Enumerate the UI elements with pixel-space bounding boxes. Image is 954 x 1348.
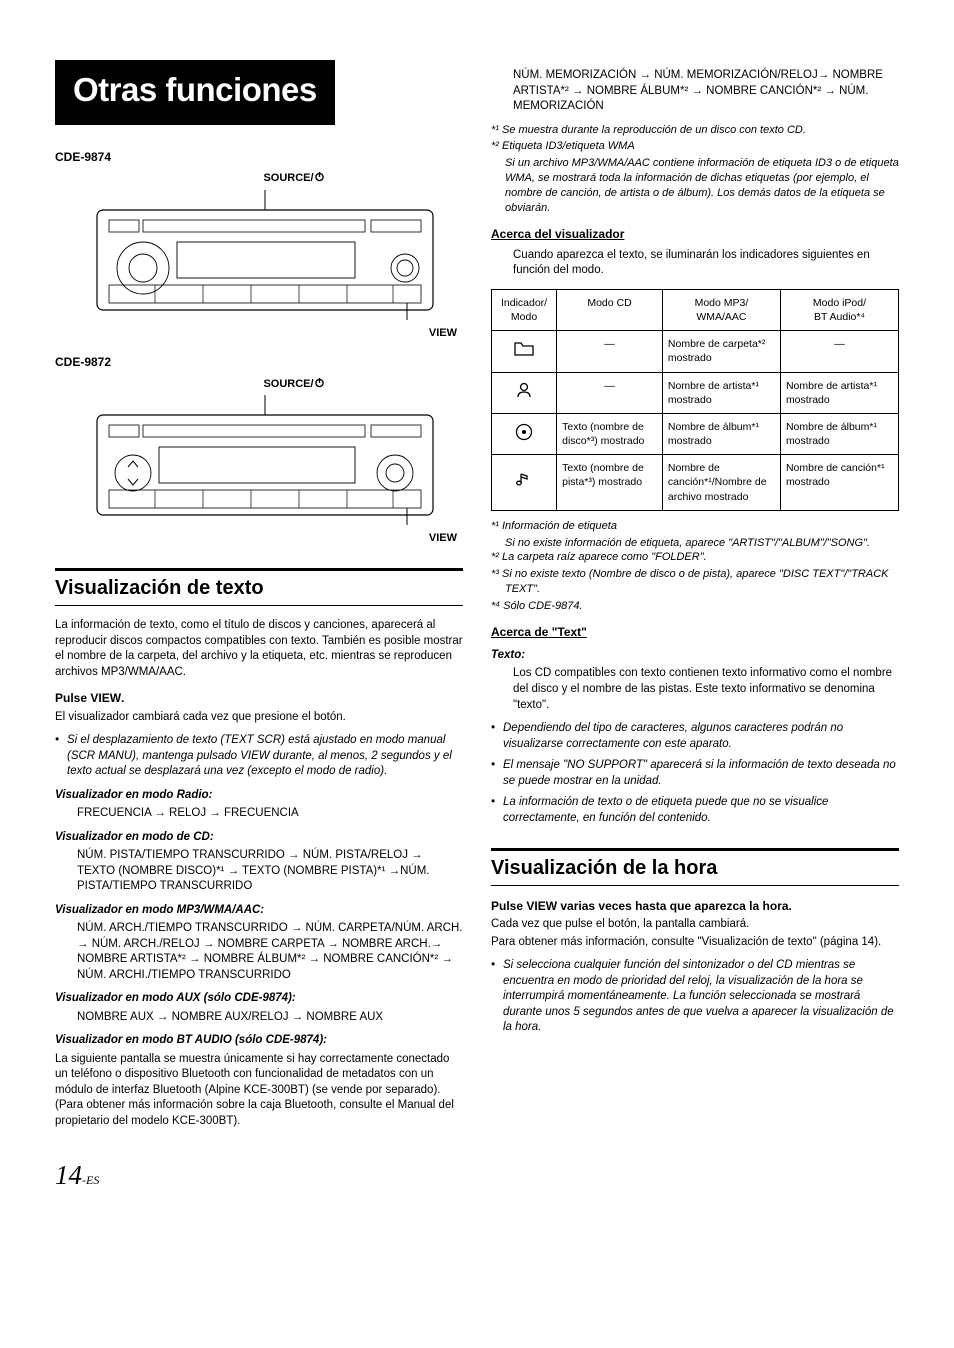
r2c4: Nombre de artista*¹ mostrado (780, 372, 898, 413)
text-bullet-2: El mensaje "NO SUPPORT" aparecerá si la … (491, 758, 899, 789)
source-label-1: SOURCE/ (263, 172, 313, 184)
footnote-1a: *¹ Se muestra durante la reproducción de… (491, 123, 899, 138)
sec2-p1: Cada vez que pulse el botón, la pantalla… (491, 917, 899, 933)
mode-cd-heading: Visualizador en modo de CD: (55, 830, 463, 846)
page-title-banner: Otras funciones (55, 60, 335, 125)
mode-bt-desc: La siguiente pantalla se muestra únicame… (55, 1052, 463, 1130)
mode-radio-heading: Visualizador en modo Radio: (55, 788, 463, 804)
text-bullet-1: Dependiendo del tipo de caracteres, algu… (491, 721, 899, 752)
mode-mp3-seq: NÚM. ARCH./TIEMPO TRANSCURRIDO → NÚM. CA… (55, 921, 463, 983)
acerca-text-heading: Acerca de "Text" (491, 624, 899, 640)
radio-illustration-1 (95, 190, 435, 320)
sec2-p2: Para obtener más información, consulte "… (491, 935, 899, 951)
text-bullets: Dependiendo del tipo de caracteres, algu… (491, 721, 899, 826)
folder-icon (492, 331, 557, 372)
footnote-2a-body: Si no existe información de etiqueta, ap… (491, 536, 899, 551)
r2c2: — (557, 372, 663, 413)
pulse-view-2-heading: Pulse VIEW varias veces hasta que aparez… (491, 898, 899, 914)
mode-bt-heading: Visualizador en modo BT AUDIO (sólo CDE-… (55, 1033, 463, 1049)
artist-icon (492, 372, 557, 413)
acerca-visualizador-heading: Acerca del visualizador (491, 226, 899, 242)
footnote-1b-body: Si un archivo MP3/WMA/AAC contiene infor… (491, 156, 899, 215)
bullet-list-1: Si el desplazamiento de texto (TEXT SCR)… (55, 733, 463, 780)
mode-aux-heading: Visualizador en modo AUX (sólo CDE-9874)… (55, 991, 463, 1007)
sec2-bullets: Si selecciona cualquier función del sint… (491, 958, 899, 1036)
r4c2: Texto (nombre de pista*³) mostrado (557, 455, 663, 511)
radio-1-block: SOURCE/ VIEW (55, 171, 463, 341)
mode-aux-seq: NOMBRE AUX → NOMBRE AUX/RELOJ → NOMBRE A… (55, 1010, 463, 1026)
section-1-heading: Visualización de texto (55, 568, 463, 606)
th-1: Indicador/ Modo (492, 289, 557, 330)
footnote-2a: *¹ Información de etiqueta (491, 519, 899, 534)
r1c3: Nombre de carpeta*² mostrado (662, 331, 780, 372)
sec2-bullet-1: Si selecciona cualquier función del sint… (491, 958, 899, 1036)
th-3: Modo MP3/ WMA/AAC (662, 289, 780, 330)
text-bullet-3: La información de texto o de etiqueta pu… (491, 795, 899, 826)
model-1-label: CDE-9874 (55, 149, 463, 165)
r3c4: Nombre de álbum*¹ mostrado (780, 413, 898, 454)
bullet-1: Si el desplazamiento de texto (TEXT SCR)… (55, 733, 463, 780)
mode-radio-seq: FRECUENCIA → RELOJ → FRECUENCIA (55, 806, 463, 822)
r1c2: — (557, 331, 663, 372)
disc-icon (492, 413, 557, 454)
footnote-2d: *⁴ Sólo CDE-9874. (491, 599, 899, 614)
mode-cd-seq: NÚM. PISTA/TIEMPO TRANSCURRIDO → NÚM. PI… (55, 848, 463, 895)
r1c4: — (780, 331, 898, 372)
footnote-2c: *³ Si no existe texto (Nombre de disco o… (491, 567, 899, 597)
power-icon (314, 377, 325, 388)
footnote-2b: *² La carpeta raíz aparece como "FOLDER"… (491, 550, 899, 565)
power-icon (314, 171, 325, 182)
radio-illustration-2 (95, 395, 435, 525)
view-label-1: VIEW (95, 326, 463, 341)
r4c3: Nombre de canción*¹/Nombre de archivo mo… (662, 455, 780, 511)
texto-heading: Texto: (491, 648, 899, 664)
view-label-2: VIEW (95, 531, 463, 546)
r3c2: Texto (nombre de disco*³) mostrado (557, 413, 663, 454)
pulse-view-heading: Pulse VIEW. (55, 690, 463, 706)
th-2: Modo CD (557, 289, 663, 330)
r3c3: Nombre de álbum*¹ mostrado (662, 413, 780, 454)
acerca-visualizador-p: Cuando aparezca el texto, se iluminarán … (491, 248, 899, 279)
pulse-view-desc: El visualizador cambiará cada vez que pr… (55, 710, 463, 726)
section-2-heading: Visualización de la hora (491, 848, 899, 886)
r4c4: Nombre de canción*¹ mostrado (780, 455, 898, 511)
mode-mp3-heading: Visualizador en modo MP3/WMA/AAC: (55, 903, 463, 919)
source-label-2: SOURCE/ (263, 378, 313, 390)
section-1-intro: La información de texto, como el título … (55, 618, 463, 680)
r2c3: Nombre de artista*¹ mostrado (662, 372, 780, 413)
track-icon (492, 455, 557, 511)
texto-p: Los CD compatibles con texto contienen t… (491, 666, 899, 713)
indicator-table: Indicador/ Modo Modo CD Modo MP3/ WMA/AA… (491, 289, 899, 511)
page-number: 14-ES (55, 1157, 463, 1193)
radio-2-block: SOURCE/ V (55, 377, 463, 547)
model-2-label: CDE-9872 (55, 354, 463, 370)
th-4: Modo iPod/ BT Audio*⁴ (780, 289, 898, 330)
footnote-1b: *² Etiqueta ID3/etiqueta WMA (491, 139, 899, 154)
col2-top-seq: NÚM. MEMORIZACIÓN → NÚM. MEMORIZACIÓN/RE… (491, 68, 899, 115)
